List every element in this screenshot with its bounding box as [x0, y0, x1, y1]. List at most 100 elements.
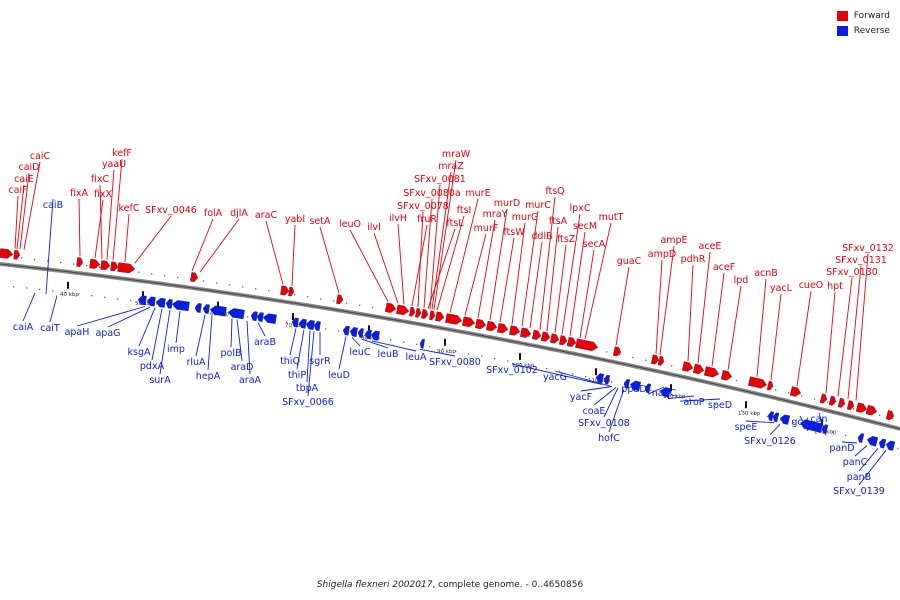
reverse-gene-leader: [236, 319, 243, 362]
forward-gene-label: murE: [465, 188, 490, 199]
reverse-gene-arrow: [313, 321, 321, 331]
track-dot-upper: [99, 266, 101, 268]
legend-forward: Forward: [836, 8, 890, 23]
forward-gene-leader: [561, 213, 581, 335]
forward-gene-label: SFxv_0046: [145, 205, 197, 216]
track-dot-upper: [86, 265, 88, 267]
track-dot-lower: [390, 339, 392, 341]
track-dot-lower: [728, 406, 730, 409]
reverse-gene-arrow: [857, 433, 865, 443]
forward-gene-leader: [711, 272, 725, 367]
reverse-gene-leader: [230, 318, 233, 348]
forward-gene-label: guaC: [617, 256, 642, 267]
track-dot-upper: [528, 335, 530, 337]
forward-gene-label: kefF: [112, 148, 132, 159]
forward-gene-leader: [615, 266, 630, 346]
reverse-gene-label: leuC: [349, 347, 371, 358]
forward-gene-arrow: [766, 380, 774, 391]
track-dot-lower: [117, 298, 119, 300]
forward-gene-arrow: [657, 355, 665, 366]
reverse-gene-label: yacF: [570, 392, 592, 403]
track-dot-upper: [229, 284, 231, 286]
forward-gene-leader: [569, 231, 586, 336]
track-dot-lower: [689, 398, 691, 400]
forward-gene-arrow: [846, 400, 855, 411]
forward-gene-leader: [477, 219, 496, 318]
reverse-gene-arrow: [250, 311, 258, 322]
scale-label: 90 kbp: [437, 349, 456, 355]
reverse-gene-label: SFxv_0139: [833, 486, 885, 497]
forward-gene-arrow: [865, 404, 878, 416]
reverse-gene-arrow: [146, 296, 156, 307]
reverse-gene-label: can: [810, 414, 827, 425]
forward-gene-leader: [511, 222, 526, 325]
reverse-gene-label: caiT: [40, 323, 60, 334]
reverse-gene-label: SFxv_0126: [744, 436, 796, 447]
reverse-gene-label: yacG: [543, 372, 567, 383]
legend-forward-label: Forward: [853, 10, 890, 21]
forward-gene-arrow: [89, 258, 101, 269]
reverse-gene-label: caiA: [13, 322, 34, 333]
forward-gene-leader: [112, 158, 123, 261]
forward-gene-label: ilvH: [389, 213, 407, 224]
track-dot-lower: [585, 375, 587, 378]
reverse-gene-arrow: [202, 304, 210, 314]
forward-gene-arrow: [559, 335, 568, 346]
forward-gene-label: SFxv_0080a: [403, 188, 461, 199]
reverse-gene-label: gcd: [791, 417, 808, 428]
forward-swatch: [836, 10, 848, 21]
forward-gene-label: kefC: [119, 203, 140, 214]
reverse-gene-arrow: [419, 338, 425, 349]
reverse-gene-arrow: [194, 303, 202, 313]
forward-gene-label: leuO: [339, 219, 361, 230]
forward-gene-arrow: [475, 318, 487, 330]
track-dot-lower: [13, 285, 15, 288]
forward-gene-label: mutT: [599, 212, 624, 223]
forward-gene-label: SFxv_0081: [414, 174, 466, 185]
reverse-gene-arrow: [256, 312, 264, 322]
forward-gene-leader: [464, 233, 487, 316]
forward-gene-arrow: [575, 338, 598, 352]
track-dot-upper: [606, 351, 608, 353]
reverse-gene-label: pdxA: [140, 361, 165, 372]
forward-gene-arrow: [612, 346, 622, 357]
reverse-gene-arrow: [644, 383, 652, 394]
reverse-gene-leader: [151, 308, 163, 361]
scale-label: 40 kbp: [60, 292, 79, 298]
reverse-gene-leader: [419, 348, 456, 357]
reverse-gene-leader: [799, 415, 809, 432]
track-dot-lower: [26, 287, 28, 289]
reverse-gene-arrow: [772, 412, 780, 423]
reverse-gene-arrow: [603, 374, 611, 385]
forward-gene-arrow: [421, 309, 429, 319]
track-dot-lower: [741, 409, 743, 412]
forward-gene-label: araC: [255, 210, 278, 221]
reverse-gene-arrow: [767, 411, 775, 422]
forward-gene-arrow: [110, 261, 119, 272]
forward-gene-label: secM: [573, 221, 597, 232]
forward-gene-label: caiE: [14, 174, 34, 185]
reverse-gene-leader: [858, 450, 887, 486]
forward-gene-label: fixA: [70, 188, 89, 199]
forward-gene-label: murG: [512, 212, 539, 223]
reverse-gene-label: nadC: [652, 388, 677, 399]
forward-gene-arrow: [789, 386, 802, 397]
reverse-gene-leader: [207, 315, 213, 371]
forward-gene-label: mraW: [442, 149, 471, 160]
forward-gene-leader: [291, 224, 296, 286]
forward-gene-leader: [499, 237, 515, 323]
forward-gene-leader: [584, 222, 612, 339]
forward-gene-leader: [855, 253, 869, 401]
track-dot-lower: [442, 348, 444, 350]
forward-gene-arrow: [828, 395, 837, 406]
track-dot-lower: [533, 365, 535, 367]
forward-gene-label: murF: [474, 223, 499, 234]
reverse-gene-leader: [351, 337, 361, 347]
reverse-gene-label: imp: [167, 344, 185, 355]
reverse-gene-arrow: [878, 438, 887, 449]
reverse-gene-leader: [76, 306, 146, 327]
track-dot-lower: [104, 296, 106, 298]
reverse-gene-leader: [679, 398, 721, 402]
forward-gene-label: ftsA: [549, 216, 568, 227]
forward-gene-leader: [546, 226, 559, 332]
